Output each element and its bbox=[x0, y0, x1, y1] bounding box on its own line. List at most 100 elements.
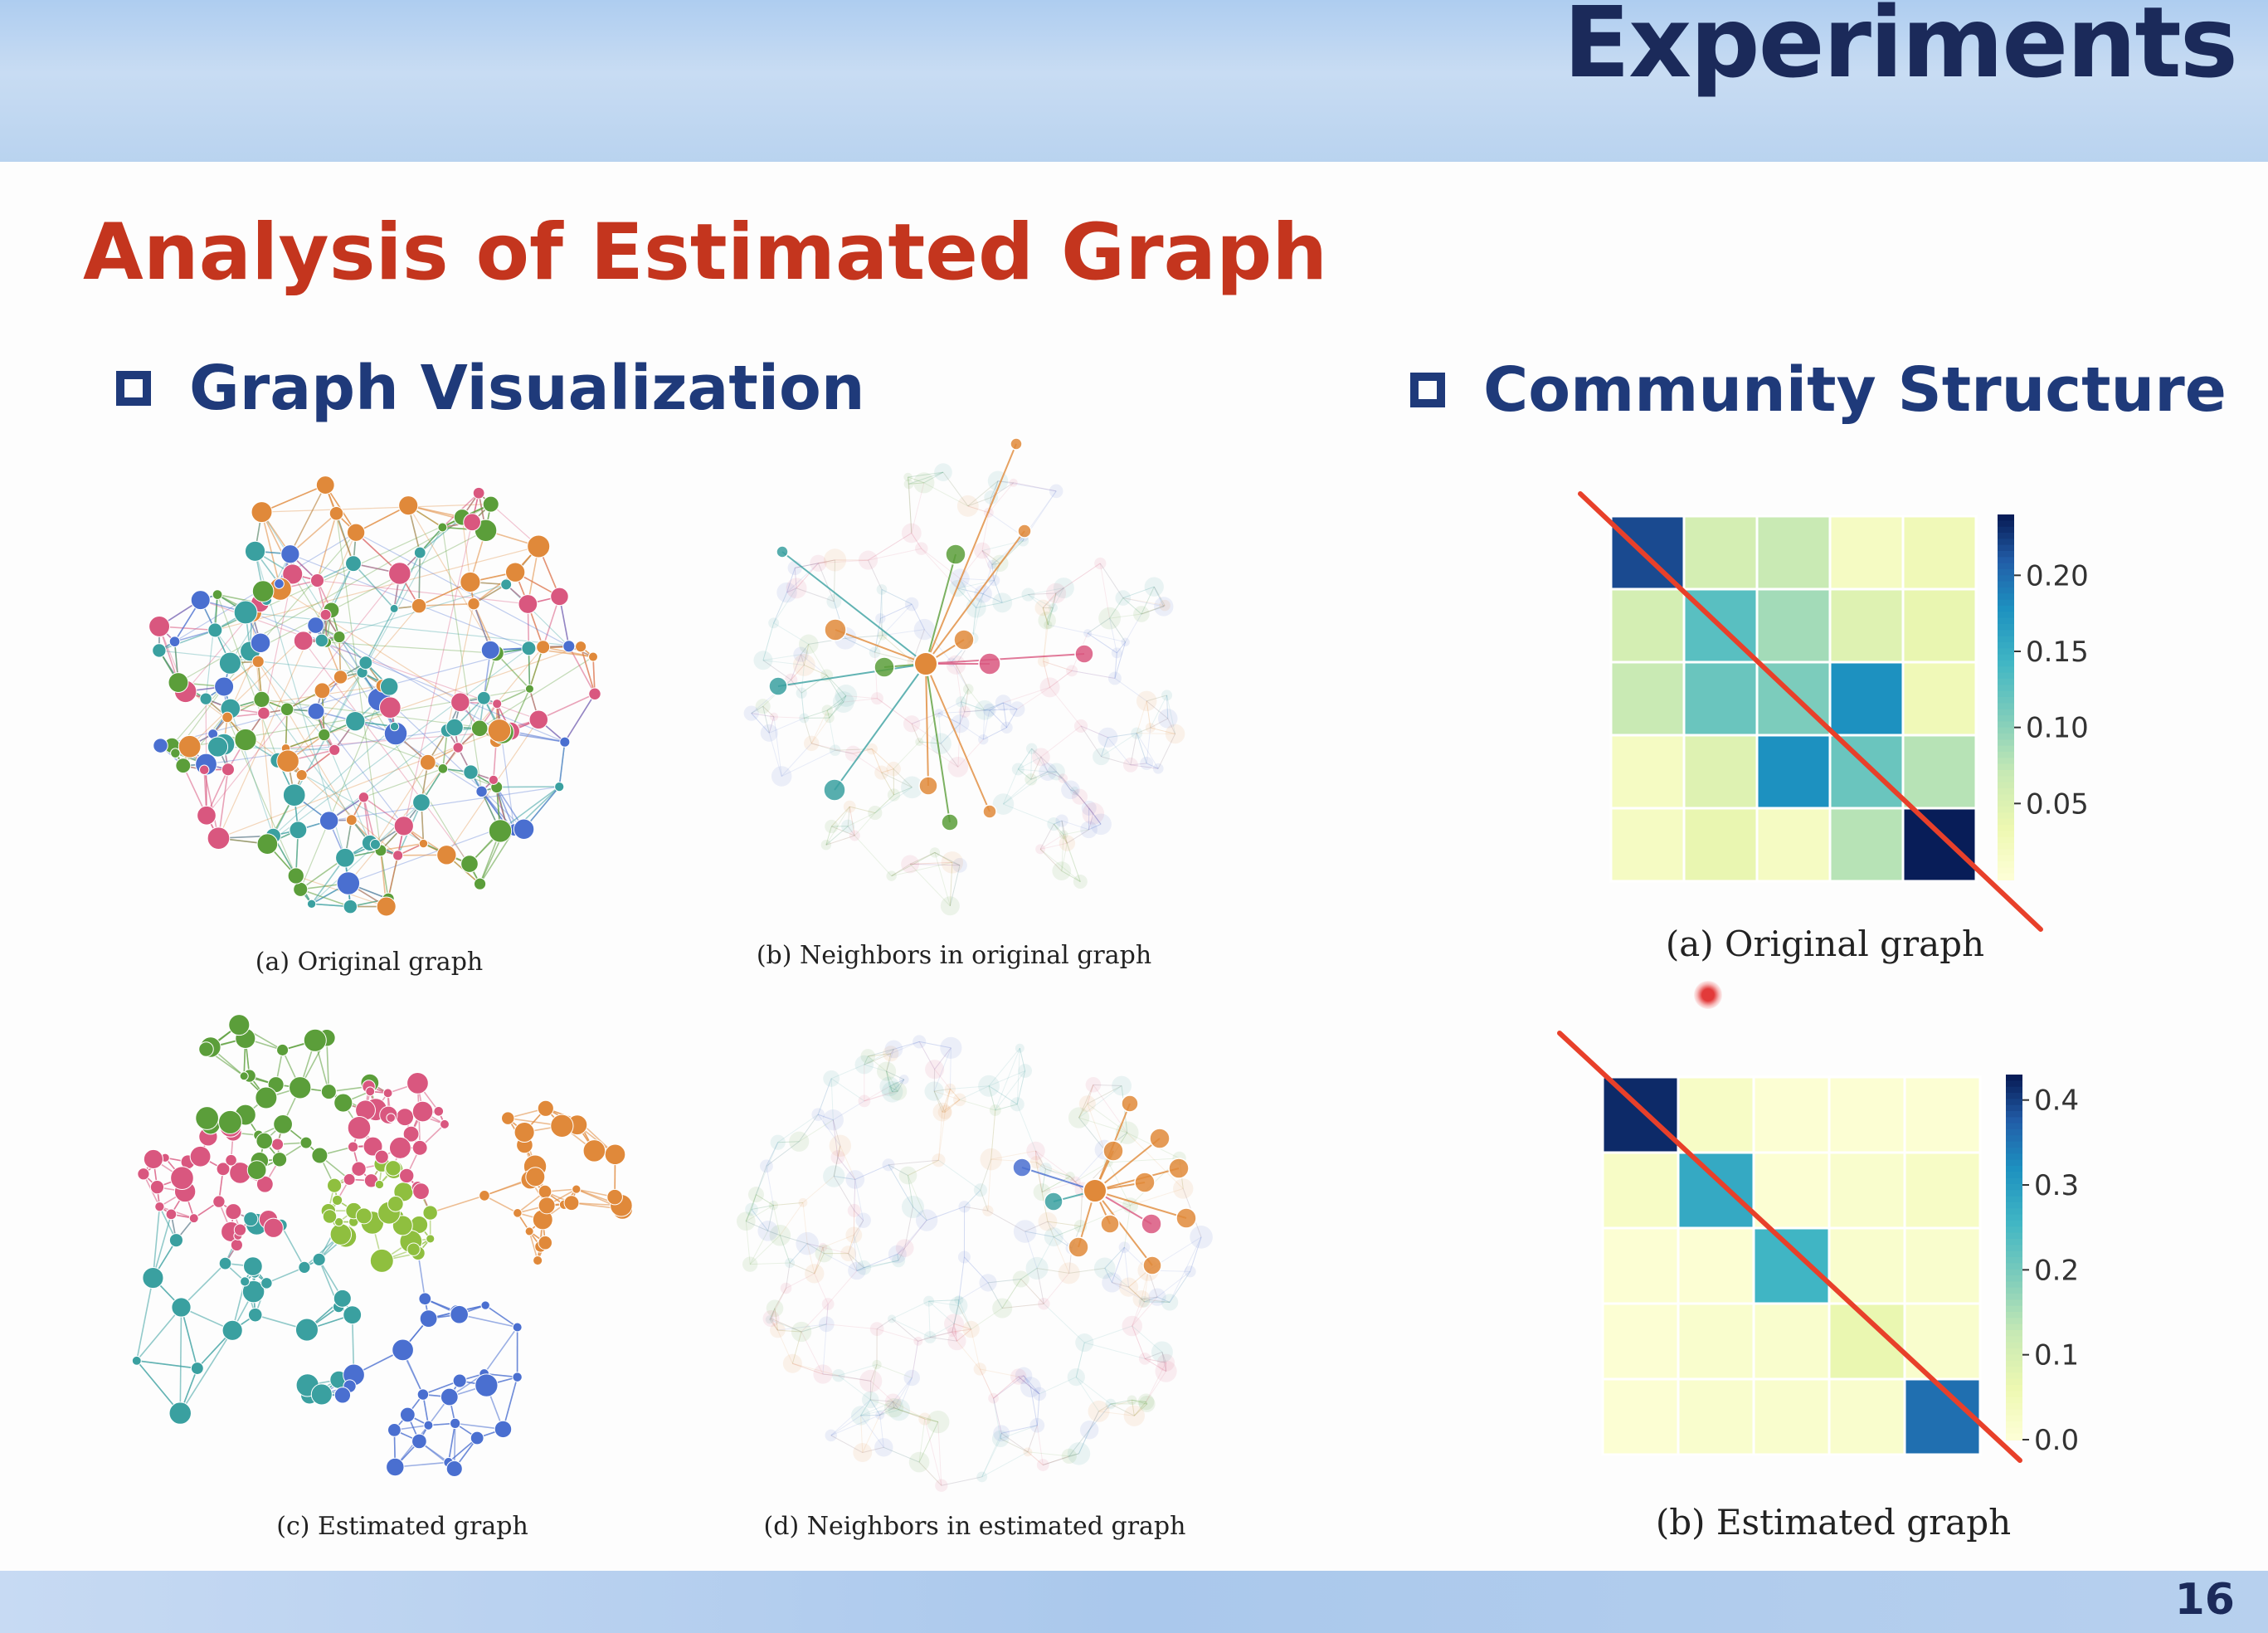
network-edge bbox=[879, 589, 883, 619]
network-edge bbox=[1046, 607, 1054, 622]
network-node bbox=[810, 554, 827, 572]
network-node bbox=[903, 1369, 920, 1387]
network-node bbox=[918, 1412, 932, 1426]
network-edge bbox=[766, 1166, 774, 1206]
heatmap-cell bbox=[1601, 1302, 1680, 1381]
network-edge bbox=[995, 1104, 1018, 1111]
network-edge bbox=[877, 698, 913, 724]
network-edge bbox=[958, 1282, 989, 1301]
colorbar-segment bbox=[2006, 1086, 2022, 1094]
network-edge bbox=[136, 1306, 183, 1362]
colorbar-segment bbox=[2006, 1148, 2022, 1155]
network-node bbox=[243, 1256, 263, 1276]
network-node bbox=[825, 1429, 838, 1442]
network-edge bbox=[810, 717, 830, 744]
network-edge bbox=[822, 1246, 849, 1255]
network-node bbox=[868, 805, 883, 821]
network-edge bbox=[949, 865, 961, 906]
network-edge bbox=[1055, 563, 1101, 594]
network-edge bbox=[987, 1210, 1025, 1232]
network-node bbox=[923, 1295, 935, 1307]
network-edge bbox=[981, 550, 1000, 564]
network-edge bbox=[982, 580, 995, 595]
network-edge bbox=[860, 1399, 871, 1416]
neighbor-node bbox=[982, 804, 997, 819]
heatmap-cell bbox=[1752, 1377, 1831, 1456]
network-edge bbox=[937, 1421, 942, 1486]
network-edge bbox=[944, 1099, 961, 1113]
network-edge bbox=[942, 1099, 961, 1113]
network-node bbox=[915, 737, 924, 747]
network-edge bbox=[983, 727, 1007, 740]
network-edge bbox=[1107, 737, 1132, 766]
network-edge bbox=[230, 529, 486, 664]
network-edge bbox=[911, 1341, 919, 1378]
network-node bbox=[835, 685, 858, 707]
network-node bbox=[796, 1231, 819, 1255]
network-edge bbox=[285, 646, 582, 749]
network-edge bbox=[964, 689, 969, 712]
network-edge bbox=[997, 480, 1057, 492]
colorbar-tick-label: 0.1 bbox=[2034, 1339, 2079, 1372]
network-edge bbox=[777, 1323, 827, 1331]
network-node bbox=[198, 1041, 214, 1057]
network-edge bbox=[838, 1375, 871, 1382]
neighbor-node bbox=[945, 544, 966, 565]
network-edge bbox=[881, 588, 913, 605]
network-edge bbox=[928, 1301, 931, 1338]
network-edge bbox=[1150, 718, 1168, 729]
network-node bbox=[884, 1040, 903, 1059]
network-edge bbox=[315, 625, 500, 731]
network-edge bbox=[940, 743, 959, 768]
network-node bbox=[992, 793, 1015, 815]
network-edge bbox=[897, 1079, 905, 1092]
network-edge bbox=[1122, 586, 1155, 599]
network-node bbox=[898, 1166, 917, 1185]
network-edge bbox=[441, 527, 483, 792]
network-edge bbox=[988, 1085, 996, 1111]
network-node bbox=[841, 819, 855, 833]
network-node bbox=[974, 584, 992, 603]
network-edge bbox=[1002, 1303, 1044, 1309]
network-edge bbox=[889, 1079, 904, 1087]
network-edge bbox=[771, 1318, 778, 1331]
network-edge bbox=[982, 709, 986, 740]
network-edge bbox=[1169, 1236, 1202, 1303]
network-node bbox=[512, 1322, 523, 1333]
network-node bbox=[1155, 1360, 1177, 1382]
network-node bbox=[974, 542, 990, 559]
network-edge bbox=[886, 1070, 898, 1092]
colorbar-segment bbox=[2006, 1348, 2022, 1356]
network-edge bbox=[1039, 823, 1054, 850]
network-edge bbox=[1068, 1267, 1105, 1274]
network-edge bbox=[942, 1099, 961, 1113]
network-edge bbox=[1013, 482, 1057, 492]
network-edge bbox=[893, 1407, 925, 1420]
network-edge bbox=[845, 635, 883, 639]
network-node bbox=[282, 563, 304, 585]
network-edge bbox=[1017, 768, 1031, 780]
network-edge bbox=[1020, 1279, 1044, 1304]
network-node bbox=[884, 1393, 902, 1410]
network-edge bbox=[1116, 641, 1126, 654]
network-edge bbox=[299, 699, 380, 890]
network-edge bbox=[1107, 733, 1137, 739]
network-edge bbox=[950, 1085, 990, 1089]
network-edge bbox=[1143, 1270, 1149, 1302]
network-node bbox=[886, 870, 897, 881]
network-node bbox=[949, 1296, 968, 1315]
network-node bbox=[791, 1321, 812, 1343]
network-edge bbox=[893, 1377, 913, 1408]
network-edge bbox=[798, 1119, 834, 1143]
network-node bbox=[374, 1149, 389, 1164]
network-node bbox=[256, 1132, 273, 1150]
network-node bbox=[1111, 647, 1122, 659]
network-node bbox=[991, 1430, 1010, 1448]
network-node bbox=[149, 1180, 165, 1195]
network-edge bbox=[1043, 1455, 1069, 1466]
network-node bbox=[143, 1148, 163, 1170]
network-edge bbox=[987, 1210, 1025, 1232]
network-edge bbox=[1104, 1246, 1125, 1269]
network-edge bbox=[822, 1234, 854, 1248]
network-node bbox=[1137, 1393, 1155, 1411]
